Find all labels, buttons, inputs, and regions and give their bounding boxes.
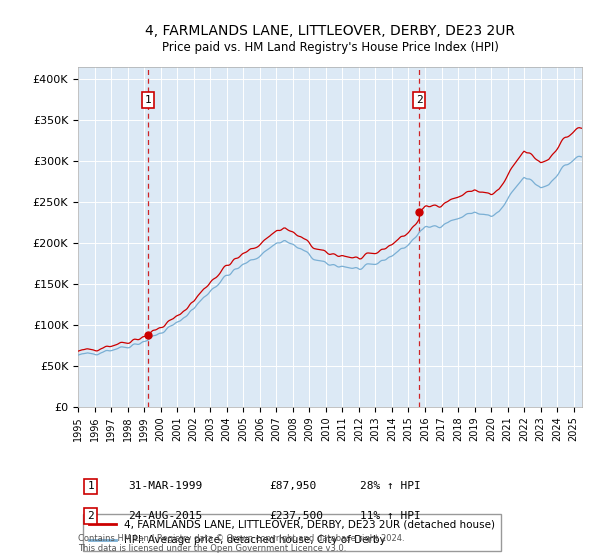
Text: 28% ↑ HPI: 28% ↑ HPI (360, 482, 421, 492)
Legend: 4, FARMLANDS LANE, LITTLEOVER, DERBY, DE23 2UR (detached house), HPI: Average pr: 4, FARMLANDS LANE, LITTLEOVER, DERBY, DE… (83, 514, 501, 552)
Text: Price paid vs. HM Land Registry's House Price Index (HPI): Price paid vs. HM Land Registry's House … (161, 41, 499, 54)
Text: 4, FARMLANDS LANE, LITTLEOVER, DERBY, DE23 2UR: 4, FARMLANDS LANE, LITTLEOVER, DERBY, DE… (145, 24, 515, 38)
Text: £87,950: £87,950 (269, 482, 317, 492)
Text: 31-MAR-1999: 31-MAR-1999 (128, 482, 203, 492)
Text: £237,500: £237,500 (269, 511, 323, 521)
Text: 2: 2 (416, 95, 422, 105)
Text: 11% ↑ HPI: 11% ↑ HPI (360, 511, 421, 521)
Text: Contains HM Land Registry data © Crown copyright and database right 2024.
This d: Contains HM Land Registry data © Crown c… (78, 534, 404, 553)
Text: 24-AUG-2015: 24-AUG-2015 (128, 511, 203, 521)
Text: 1: 1 (87, 482, 94, 492)
Text: 1: 1 (145, 95, 152, 105)
Text: 2: 2 (87, 511, 94, 521)
